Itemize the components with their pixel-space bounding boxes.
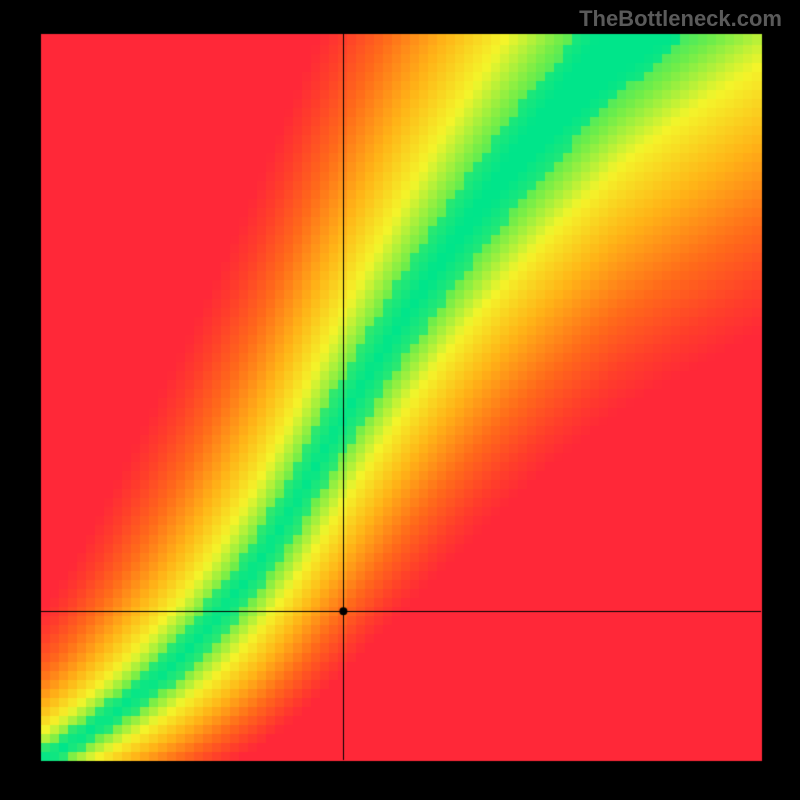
watermark-text: TheBottleneck.com — [579, 6, 782, 32]
heatmap-chart — [0, 0, 800, 800]
